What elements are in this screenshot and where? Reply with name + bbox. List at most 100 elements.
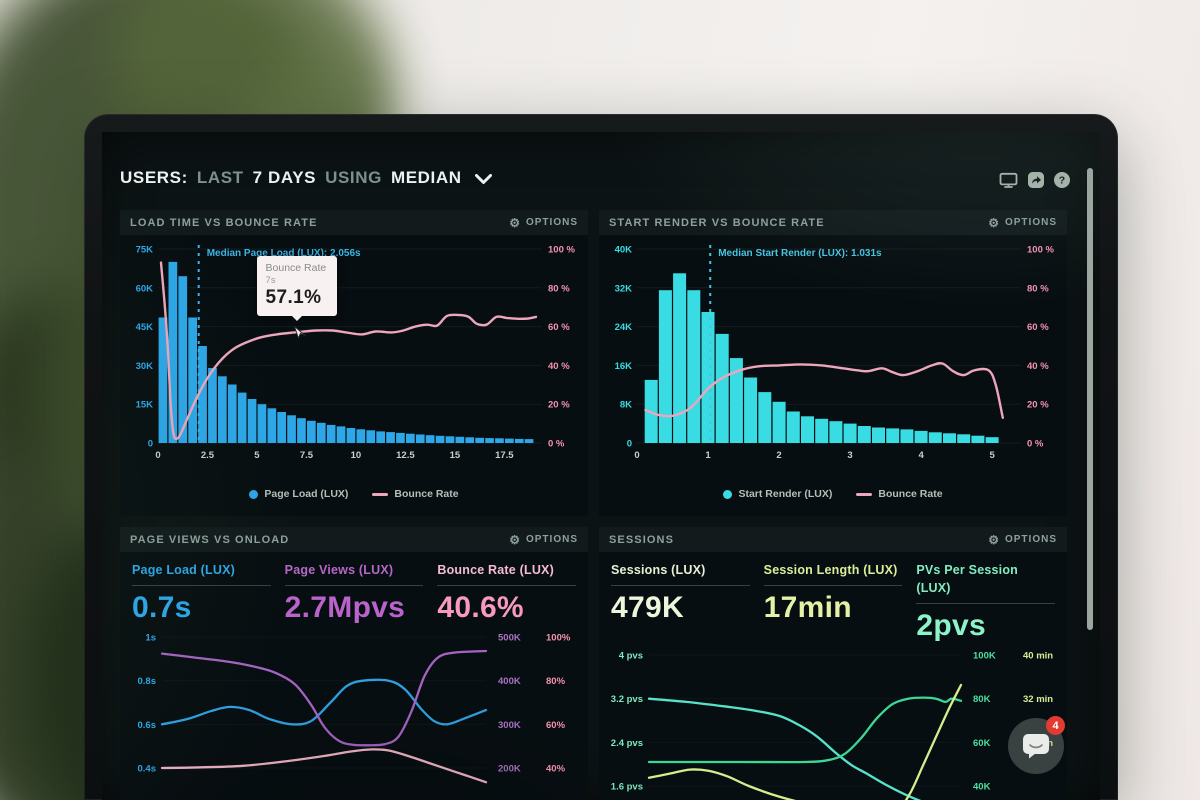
svg-text:24K: 24K (615, 322, 633, 333)
svg-text:500K: 500K (498, 633, 521, 644)
start-render-chart: 0 0 % 8K 20 % 16K 40 % 24K 60 % 32K 80 % 40K 100 % 0… (599, 237, 1067, 488)
svg-text:80K: 80K (973, 694, 991, 705)
svg-text:10: 10 (351, 450, 362, 461)
metric-row: Page Load (LUX) 0.7s Page Views (LUX) 2.… (120, 552, 588, 625)
panel-load-time: LOAD TIME VS BOUNCE RATE ⚙ OPTIONS 0 0 % 1… (120, 210, 588, 516)
svg-text:20 %: 20 % (548, 400, 570, 411)
svg-text:3: 3 (847, 450, 852, 461)
svg-text:5: 5 (989, 450, 995, 461)
options-button[interactable]: ⚙ OPTIONS (509, 215, 578, 230)
svg-text:40 %: 40 % (548, 361, 570, 372)
panel-title: PAGE VIEWS VS ONLOAD (130, 533, 290, 546)
title-users: USERS: (120, 168, 188, 187)
title-median: MEDIAN (390, 168, 462, 187)
dashboard-screen: USERS: LAST 7 DAYS USING MEDIAN (102, 132, 1100, 800)
svg-text:45K: 45K (136, 322, 154, 333)
notification-badge: 4 (1046, 716, 1065, 735)
svg-text:40K: 40K (973, 782, 991, 793)
svg-text:100 %: 100 % (1027, 245, 1054, 256)
svg-text:1: 1 (705, 450, 711, 461)
metric-session-length: Session Length (LUX) 17min (763, 561, 903, 643)
panel-sessions: SESSIONS ⚙ OPTIONS Sessions (LUX) 479K S… (599, 527, 1067, 800)
svg-text:0: 0 (627, 439, 632, 450)
svg-text:32K: 32K (615, 283, 633, 294)
svg-text:Median Start Render (LUX): 1.0: Median Start Render (LUX): 1.031s (718, 248, 882, 259)
svg-text:40 min: 40 min (1023, 651, 1053, 662)
svg-text:1.6 pvs: 1.6 pvs (611, 782, 643, 793)
svg-text:15K: 15K (136, 400, 154, 411)
gear-icon: ⚙ (509, 215, 521, 230)
gear-icon: ⚙ (509, 532, 521, 547)
panel-title: SESSIONS (609, 533, 675, 546)
options-button[interactable]: ⚙ OPTIONS (988, 532, 1057, 547)
header-toolbar: ? (999, 172, 1070, 188)
svg-text:15: 15 (450, 450, 461, 461)
chat-launcher[interactable]: 4 (1008, 716, 1065, 774)
svg-text:80 %: 80 % (1027, 283, 1049, 294)
title-last: LAST (196, 168, 244, 187)
metric-page-load: Page Load (LUX) 0.7s (132, 561, 271, 625)
svg-text:7.5: 7.5 (300, 450, 314, 461)
svg-text:0 %: 0 % (548, 439, 565, 450)
svg-text:17.5: 17.5 (495, 450, 514, 461)
svg-text:0.8s: 0.8s (138, 676, 157, 687)
svg-text:400K: 400K (498, 676, 521, 687)
svg-text:60 %: 60 % (1027, 322, 1049, 333)
svg-text:16K: 16K (615, 361, 633, 372)
metric-pvs-per-session: PVs Per Session (LUX) 2pvs (916, 561, 1056, 643)
svg-text:40K: 40K (615, 245, 633, 256)
svg-text:2.4 pvs: 2.4 pvs (611, 738, 643, 749)
svg-text:80%: 80% (546, 676, 566, 687)
monitor-icon[interactable] (999, 172, 1018, 188)
svg-text:200K: 200K (498, 764, 521, 775)
options-button[interactable]: ⚙ OPTIONS (509, 532, 578, 547)
svg-text:300K: 300K (498, 720, 521, 731)
panel-page-views: PAGE VIEWS VS ONLOAD ⚙ OPTIONS Page Load… (120, 527, 588, 800)
svg-text:0.4s: 0.4s (138, 764, 157, 775)
title-using: USING (325, 168, 382, 187)
svg-text:32 min: 32 min (1023, 694, 1053, 705)
title-days: 7 DAYS (252, 168, 317, 187)
load-time-chart: 0 0 % 15K 20 % 30K 40 % 45K 60 % 60K 80 % 75K 100 %… (120, 237, 588, 488)
svg-text:30K: 30K (136, 361, 154, 372)
svg-text:?: ? (1059, 175, 1065, 187)
svg-text:60%: 60% (546, 720, 566, 731)
svg-text:2: 2 (776, 450, 781, 461)
svg-text:20 %: 20 % (1027, 400, 1049, 411)
svg-text:4 pvs: 4 pvs (619, 651, 643, 662)
dashboard-grid: LOAD TIME VS BOUNCE RATE ⚙ OPTIONS 0 0 % 1… (120, 210, 1067, 800)
svg-text:1s: 1s (145, 633, 156, 644)
panel-title: START RENDER VS BOUNCE RATE (609, 216, 825, 229)
scrollbar[interactable] (1087, 168, 1093, 630)
svg-text:12.5: 12.5 (396, 450, 415, 461)
svg-text:4: 4 (918, 450, 924, 461)
metric-page-views: Page Views (LUX) 2.7Mpvs (284, 561, 424, 625)
svg-text:2.5: 2.5 (201, 450, 215, 461)
svg-text:100 %: 100 % (548, 245, 575, 256)
metric-row: Sessions (LUX) 479K Session Length (LUX)… (599, 552, 1067, 643)
panel-start-render: START RENDER VS BOUNCE RATE ⚙ OPTIONS 0 0… (599, 210, 1067, 516)
svg-text:0.6s: 0.6s (138, 720, 157, 731)
metric-sessions: Sessions (LUX) 479K (611, 561, 750, 643)
chevron-down-icon (474, 173, 492, 184)
laptop: USERS: LAST 7 DAYS USING MEDIAN (84, 114, 1118, 800)
share-icon[interactable] (1028, 172, 1044, 188)
svg-text:100K: 100K (973, 651, 996, 662)
svg-text:0 %: 0 % (1027, 439, 1044, 450)
options-button[interactable]: ⚙ OPTIONS (988, 215, 1057, 230)
svg-text:0: 0 (155, 450, 160, 461)
svg-text:60K: 60K (136, 283, 154, 294)
chat-bubble-icon (1023, 734, 1049, 759)
chart-legend: Page Load (LUX) Bounce Rate (120, 488, 588, 500)
svg-text:40 %: 40 % (1027, 361, 1049, 372)
panel-title: LOAD TIME VS BOUNCE RATE (130, 216, 318, 229)
metric-bounce-rate: Bounce Rate (LUX) 40.6% (437, 561, 577, 625)
gear-icon: ⚙ (988, 532, 1000, 547)
svg-text:8K: 8K (620, 400, 632, 411)
svg-text:3.2 pvs: 3.2 pvs (611, 694, 643, 705)
help-icon[interactable]: ? (1054, 172, 1070, 188)
svg-text:100%: 100% (546, 633, 571, 644)
chart-tooltip: Bounce Rate 7s 57.1% (256, 256, 338, 322)
svg-text:80 %: 80 % (548, 283, 570, 294)
dashboard-filter-dropdown[interactable]: USERS: LAST 7 DAYS USING MEDIAN (120, 168, 492, 188)
